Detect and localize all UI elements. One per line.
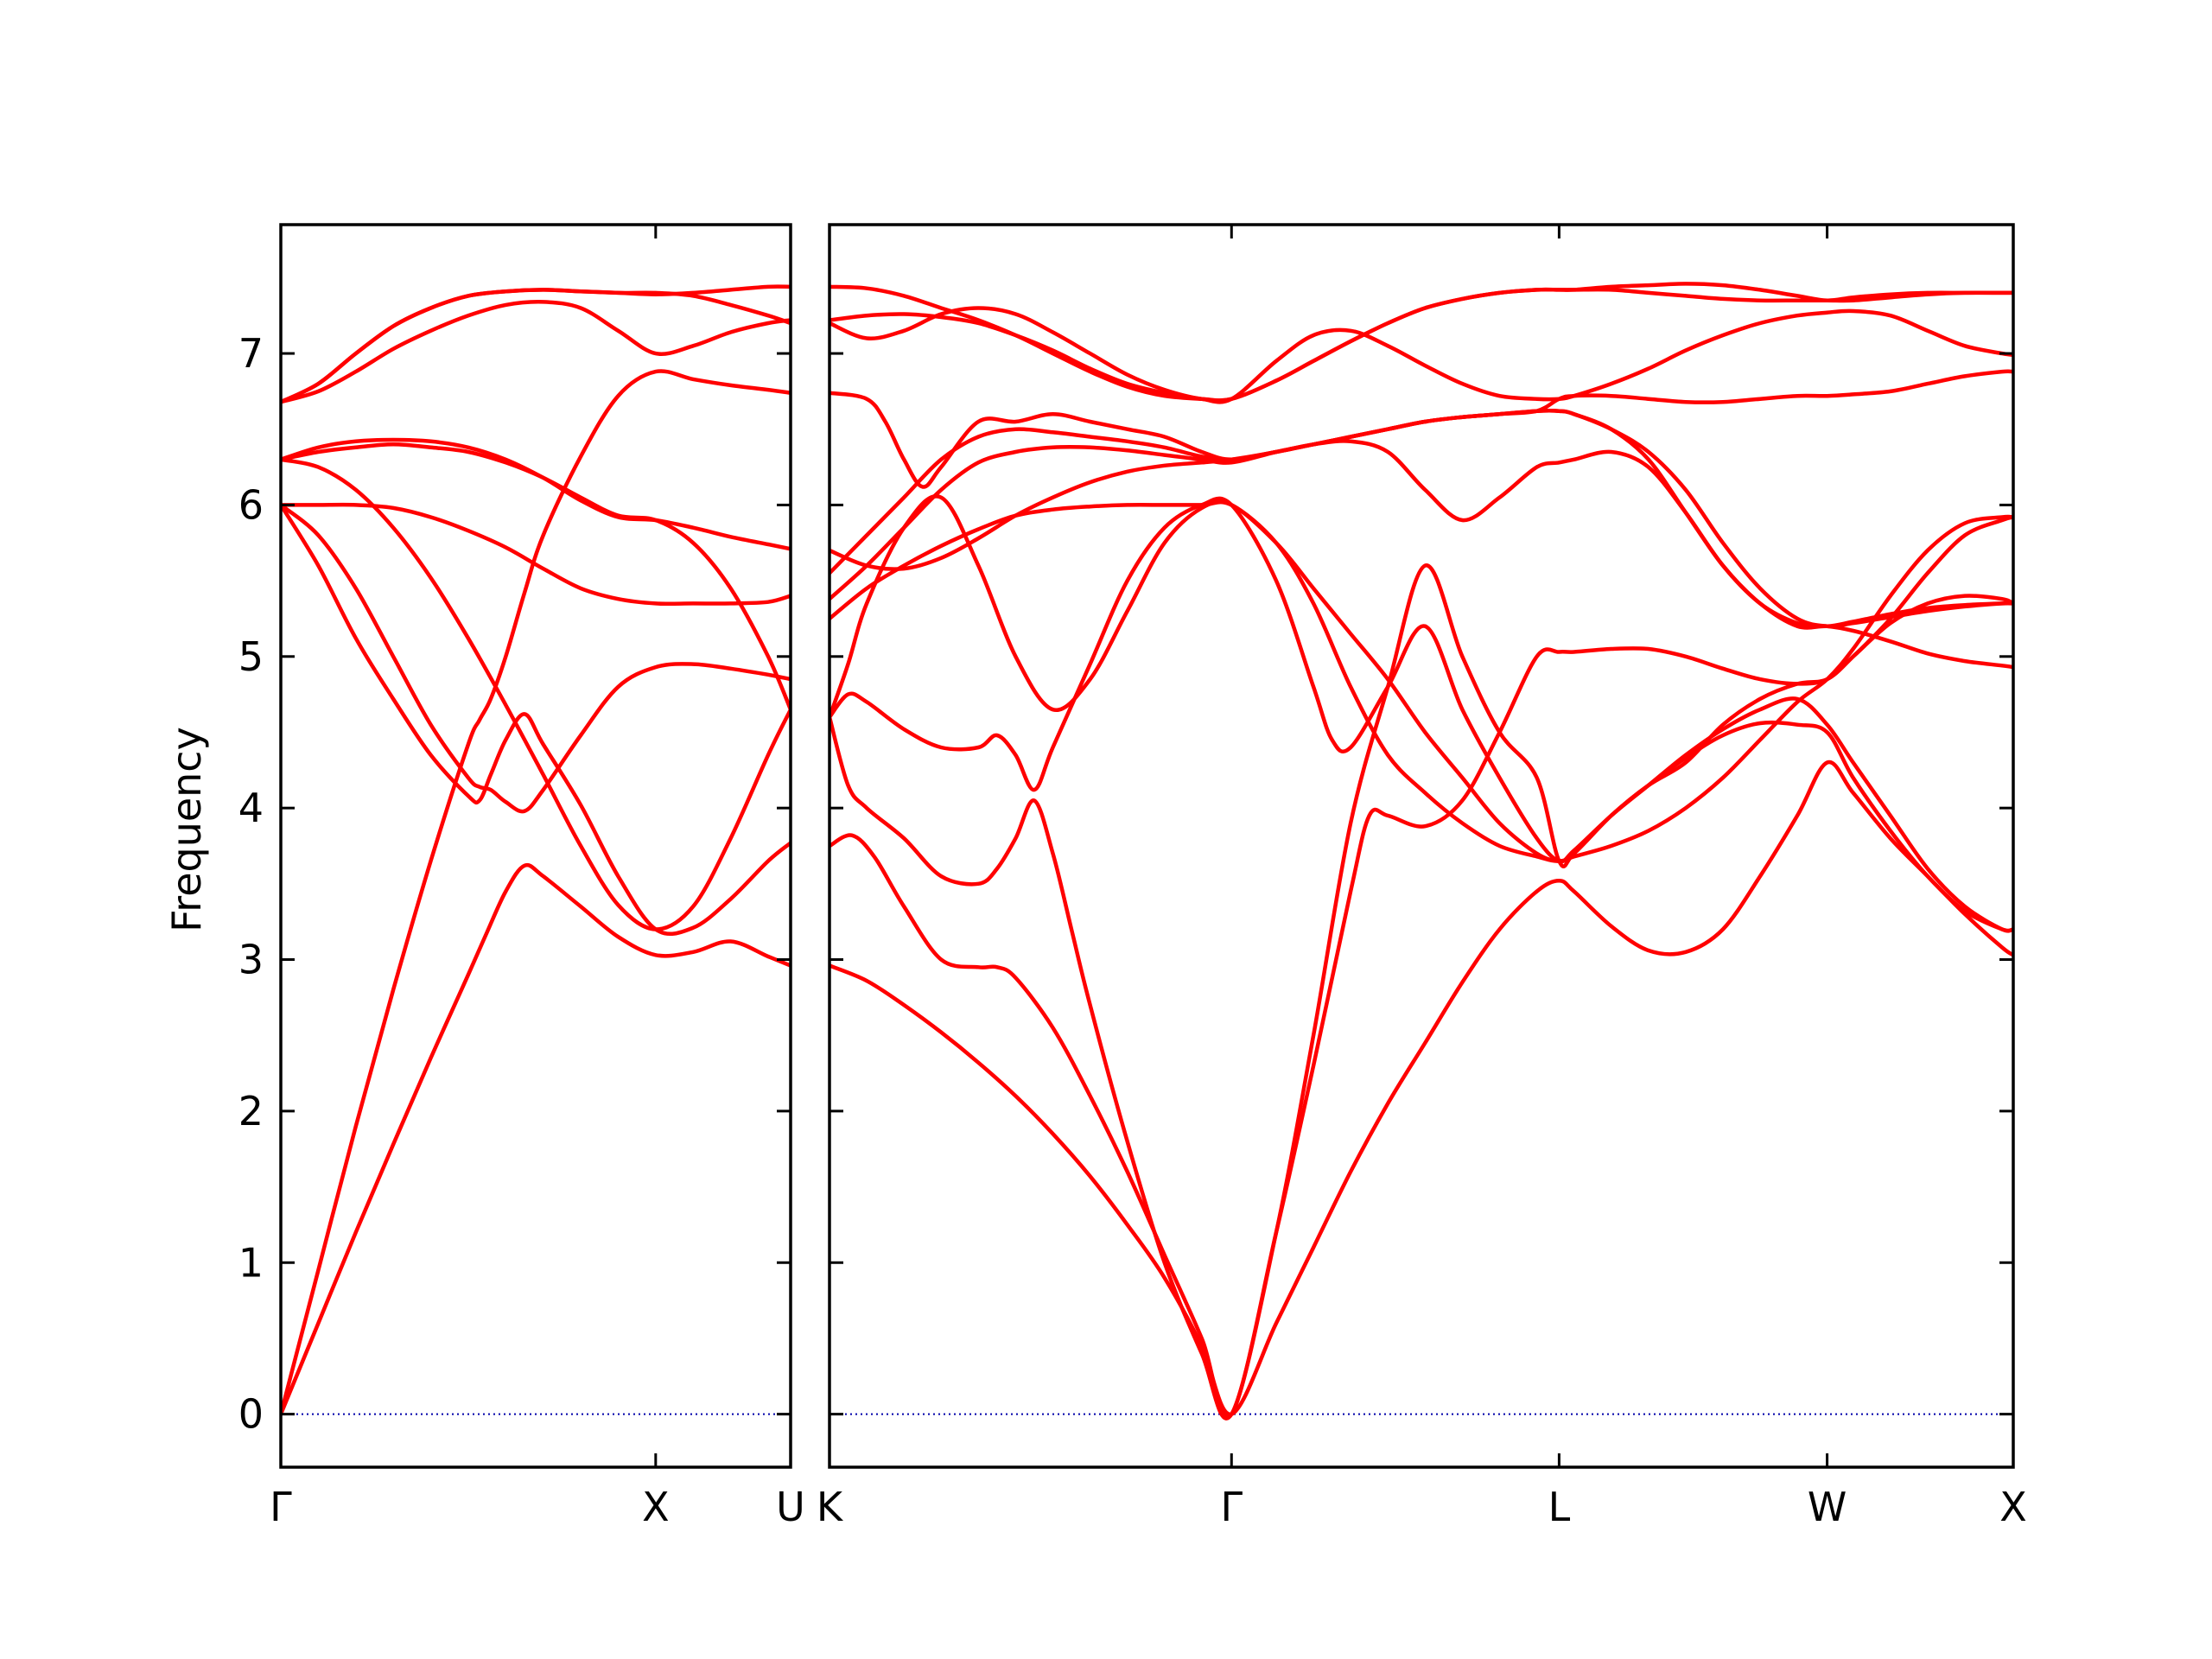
panel-1-frame	[279, 223, 792, 1469]
panel-2-band-1	[830, 760, 2013, 1416]
panel-1-band-2	[281, 369, 791, 1416]
panel-1-band-9	[281, 300, 791, 404]
panel-2-xtick-label-4: W	[1808, 1484, 1847, 1530]
ytick-label-5: 5	[238, 633, 264, 680]
panel-2-band-11	[830, 306, 2013, 404]
chart-root: 0 1 2 3 4 5 6 7 Γ X U K Γ L W X	[238, 223, 2027, 1530]
panel-1-bands	[281, 284, 791, 1416]
panel-2-xtick-label-3: L	[1548, 1484, 1571, 1530]
panel-2-bands	[830, 282, 2013, 1421]
panel-1-band-1	[281, 862, 791, 1416]
ytick-label-4: 4	[238, 785, 264, 831]
ytick-label-2: 2	[238, 1088, 264, 1135]
ytick-label-6: 6	[238, 481, 264, 528]
panel-1-band-3	[281, 503, 791, 937]
panel-1-xtick-label-3: U	[776, 1484, 805, 1530]
ytick-label-1: 1	[238, 1239, 264, 1286]
panel-2-band-3	[830, 563, 2013, 1421]
panel-1-band-6	[281, 457, 791, 931]
panel-1-band-8	[281, 442, 791, 712]
ytick-label-7: 7	[238, 330, 264, 377]
panel-2-band-10	[830, 369, 2013, 489]
ytick-label-3: 3	[238, 937, 264, 983]
panel-2-band-4	[830, 496, 2013, 933]
panel-2-band-6	[830, 499, 2013, 863]
ytick-label-0: 0	[238, 1391, 264, 1438]
panel-2-xtick-label-1: K	[817, 1484, 844, 1530]
panel-1: 0 1 2 3 4 5 6 7 Γ X U	[238, 223, 805, 1530]
y-axis-label: Frequency	[163, 727, 210, 932]
panel-2-xtick-label-5: X	[1999, 1484, 2027, 1530]
panel-2-xtick-label-2: Γ	[1220, 1484, 1243, 1530]
panel-1-xtick-label-2: X	[642, 1484, 670, 1530]
panel-2-band-13	[830, 282, 2013, 403]
panel-1-band-5	[281, 502, 791, 607]
panel-1-xtick-label-1: Γ	[270, 1484, 292, 1530]
panel-1-band-4	[281, 503, 791, 814]
panel-1-band-11	[281, 288, 791, 404]
panel-2-frame	[828, 223, 2015, 1469]
